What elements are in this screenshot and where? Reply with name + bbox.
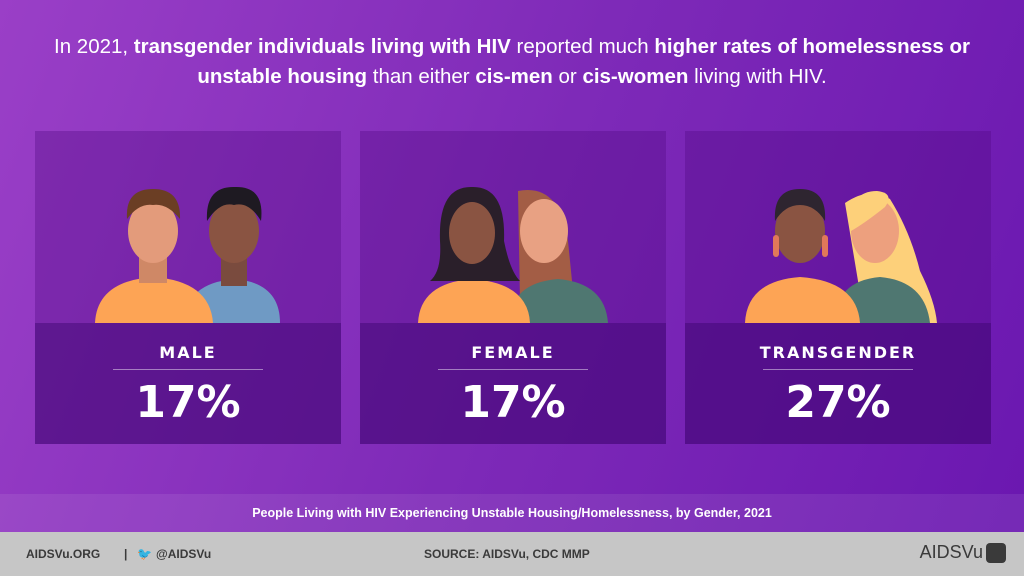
- headline-text: cis-men: [475, 65, 553, 88]
- card-label: TRANSGENDER: [759, 343, 917, 362]
- headline-text: than either: [367, 65, 476, 88]
- card-lower: [685, 323, 991, 444]
- divider: [438, 369, 588, 370]
- logo-text: AIDSVu: [919, 542, 983, 562]
- male-people-illustration: [95, 186, 280, 323]
- us-map-icon: [986, 542, 1006, 563]
- headline-text: reported much: [510, 35, 655, 58]
- divider: [113, 369, 263, 370]
- card-label: MALE: [159, 343, 217, 362]
- source: SOURCE: AIDSVu, CDC MMP: [424, 547, 590, 561]
- card-label: FEMALE: [471, 343, 555, 362]
- headline-text: living with HIV.: [688, 65, 827, 88]
- divider: [763, 369, 913, 370]
- twitter-handle[interactable]: @AIDSVu: [156, 547, 212, 561]
- card-value: 17%: [135, 377, 241, 428]
- headline-text: higher rates of homelessness or unstable…: [197, 35, 970, 88]
- caption: People Living with HIV Experiencing Unst…: [0, 494, 1024, 532]
- headline: In 2021, transgender individuals living …: [30, 32, 994, 92]
- card-male: MALE 17%: [35, 131, 341, 444]
- headline-text: transgender individuals living with HIV: [133, 35, 511, 58]
- card-value: 27%: [785, 377, 891, 428]
- transgender-people-illustration: [745, 189, 937, 323]
- card-transgender: TRANSGENDER 27%: [685, 131, 991, 444]
- twitter-bird-icon: 🐦: [137, 547, 152, 561]
- card-value: 17%: [460, 377, 566, 428]
- card-lower: [35, 323, 341, 444]
- headline-text: or: [552, 65, 583, 88]
- site-link[interactable]: AIDSVu.ORG: [26, 547, 101, 561]
- headline-text: cis-women: [582, 65, 689, 88]
- card-female: FEMALE 17%: [360, 131, 666, 444]
- female-people-illustration: [418, 186, 608, 323]
- card-lower: [360, 323, 666, 444]
- aidsvu-logo: AIDSVu: [920, 542, 1006, 563]
- footer: AIDSVu.ORG | 🐦 @AIDSVu SOURCE: AIDSVu, C…: [0, 532, 1024, 576]
- separator: |: [124, 547, 128, 561]
- headline-text: In 2021,: [54, 35, 134, 58]
